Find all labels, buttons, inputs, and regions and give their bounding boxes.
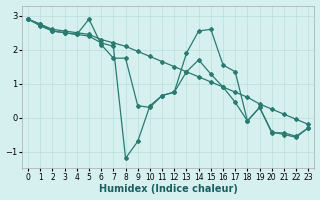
X-axis label: Humidex (Indice chaleur): Humidex (Indice chaleur) (99, 184, 238, 194)
